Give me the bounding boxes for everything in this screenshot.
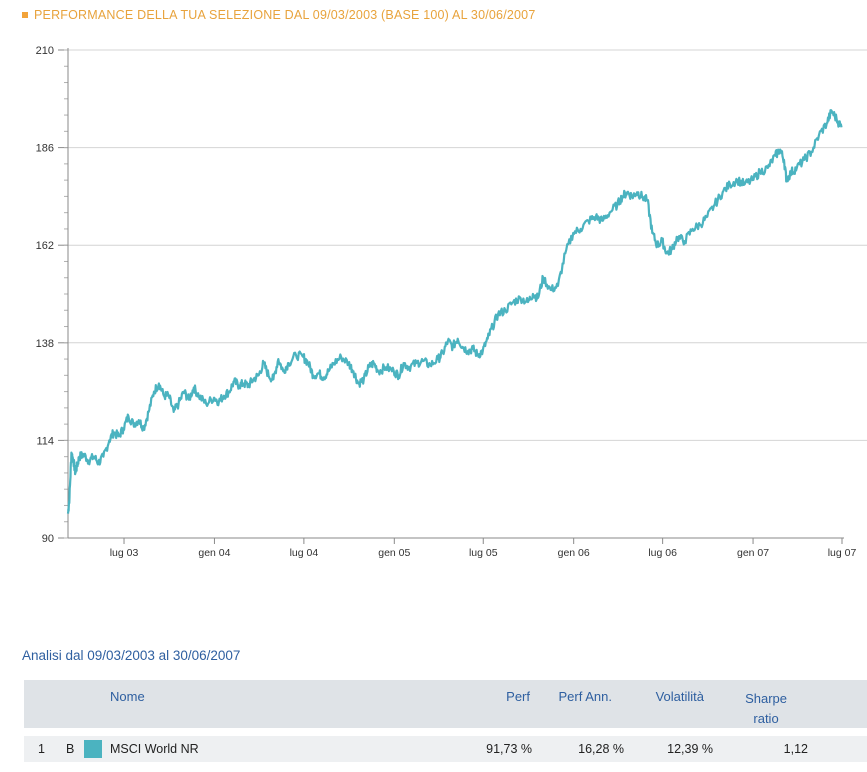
chart-grid xyxy=(68,49,867,441)
x-tick-label: gen 05 xyxy=(378,547,410,559)
analysis-title: Analisi dal 09/03/2003 al 30/06/2007 xyxy=(22,648,241,663)
performance-line-chart: 90 114 138 162 186 210 lug 03 gen 04 lug 04 gen 0… xyxy=(36,45,867,559)
table-row[interactable]: 1 B MSCI World NR 91,73 % 16,28 % 12,39 … xyxy=(24,736,867,762)
x-tick-label: lug 06 xyxy=(648,547,677,559)
series-line-msci-world-nr xyxy=(66,109,843,514)
chart-series xyxy=(66,109,843,514)
x-tick-label: lug 04 xyxy=(290,547,319,559)
header-bullet-icon xyxy=(22,12,28,18)
row-volatilita: 12,39 % xyxy=(667,742,713,756)
y-tick-label: 90 xyxy=(42,533,54,545)
row-index: 1 xyxy=(38,742,45,756)
series-color-swatch xyxy=(84,740,102,758)
y-tick-label: 186 xyxy=(36,143,54,155)
column-header-volatilita[interactable]: Volatilità xyxy=(655,689,704,704)
y-tick-label: 138 xyxy=(36,338,54,350)
row-sharpe: 1,12 xyxy=(783,742,808,756)
column-header-perf[interactable]: Perf xyxy=(506,689,530,704)
column-header-sharpe-ratio[interactable]: Sharpe ratio xyxy=(745,689,787,729)
sharpe-header-line1: Sharpe xyxy=(745,691,787,706)
x-tick-label: gen 06 xyxy=(558,547,590,559)
y-tick-label: 162 xyxy=(36,240,54,252)
x-tick-label: lug 03 xyxy=(110,547,139,559)
chart-header: PERFORMANCE DELLA TUA SELEZIONE DAL 09/0… xyxy=(22,8,536,22)
row-name: MSCI World NR xyxy=(110,742,199,756)
column-header-nome[interactable]: Nome xyxy=(110,689,145,704)
x-tick-label: gen 04 xyxy=(198,547,230,559)
x-tick-label: gen 07 xyxy=(737,547,769,559)
chart-axes: 90 114 138 162 186 210 lug 03 gen 04 lug 04 gen 0… xyxy=(36,45,857,559)
table-header: Nome Perf Perf Ann. Volatilità Sharpe ra… xyxy=(24,680,867,728)
row-perf-ann: 16,28 % xyxy=(578,742,624,756)
x-tick-label: lug 05 xyxy=(469,547,498,559)
row-class: B xyxy=(66,742,75,756)
x-tick-label: lug 07 xyxy=(828,547,857,559)
column-header-perf-ann[interactable]: Perf Ann. xyxy=(558,689,612,704)
y-tick-label: 114 xyxy=(36,435,54,447)
sharpe-header-line2: ratio xyxy=(753,711,779,726)
y-tick-label: 210 xyxy=(36,45,54,57)
row-perf: 91,73 % xyxy=(486,742,532,756)
chart-title: PERFORMANCE DELLA TUA SELEZIONE DAL 09/0… xyxy=(34,8,536,22)
